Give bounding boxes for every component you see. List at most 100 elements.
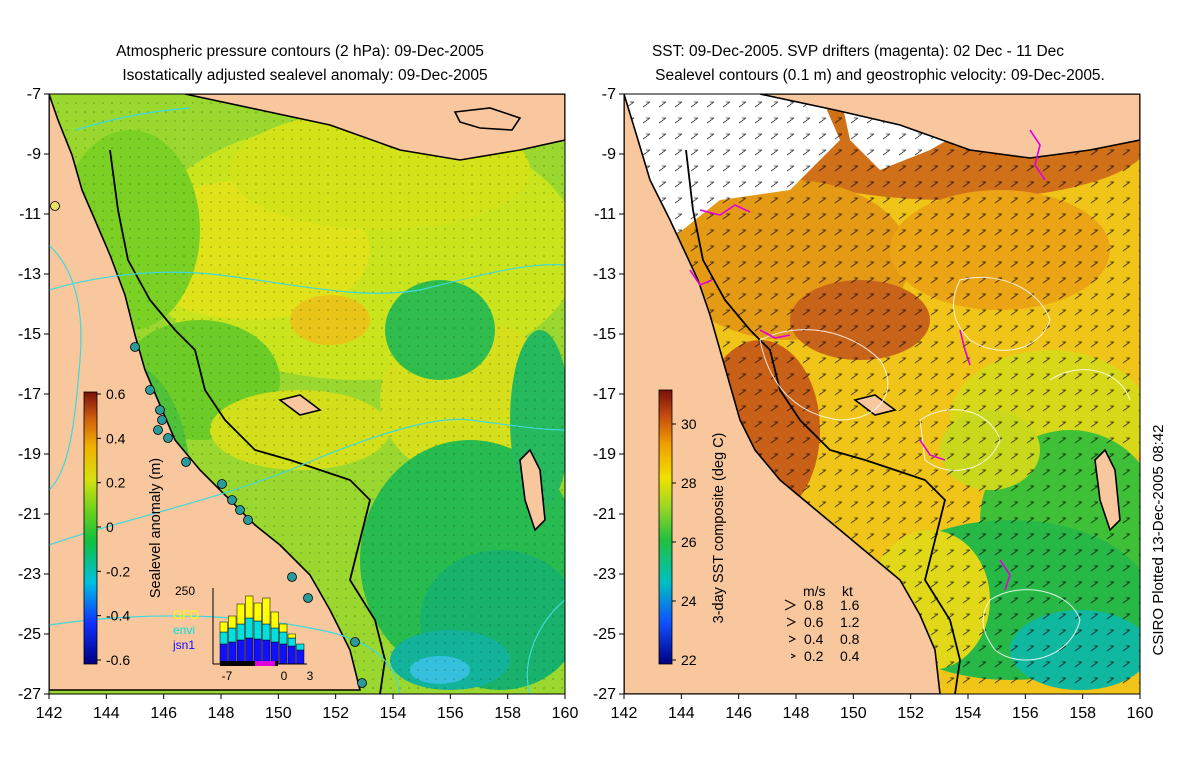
inset-bar (279, 631, 288, 645)
x-tick-label: 158 (1069, 705, 1096, 722)
right-map (624, 94, 1140, 694)
y-tick-label: -27 (18, 686, 41, 703)
inset-bars (219, 595, 305, 665)
inset-bar (287, 645, 296, 665)
right-title-line1: SST: 09-Dec-2005. SVP drifters (magenta)… (652, 43, 1064, 60)
colorbar-tick-label: 0.6 (106, 386, 126, 402)
inset-bar (279, 643, 288, 665)
speed-legend: m/s kt 0.8 1.60.6 1.20.4 0.80.2 0.4 (784, 583, 860, 664)
colorbar-tick-label: -0.2 (106, 563, 130, 579)
x-tick-label: 144 (668, 705, 695, 722)
inset-bar (296, 643, 305, 651)
inset-bar (262, 639, 271, 665)
x-tick-label: 142 (611, 705, 638, 722)
colorbar-tick-label: 0 (106, 519, 114, 535)
inset-bar (270, 641, 279, 665)
land (49, 94, 565, 691)
y-tick-label: -19 (18, 446, 41, 463)
colorbar-tick-label: 0.4 (106, 430, 126, 446)
speed-rows: 0.8 1.60.6 1.20.4 0.80.2 0.4 (784, 597, 860, 664)
inset-legend-label: envi (173, 623, 195, 637)
y-tick-label: -23 (593, 566, 616, 583)
y-tick-label: -17 (18, 386, 41, 403)
inset-bar (228, 627, 237, 643)
sealevel-contours (759, 276, 1131, 661)
inset-bar (262, 597, 271, 625)
y-tick-label: -17 (593, 386, 616, 403)
inset-bar (245, 595, 254, 619)
y-tick-label: -13 (18, 266, 41, 283)
colorbar-tick-label: 30 (681, 416, 697, 432)
right-title-line2: Sealevel contours (0.1 m) and geostrophi… (655, 67, 1105, 84)
inset-bar (253, 638, 262, 665)
x-tick-label: 148 (783, 705, 810, 722)
inset-x-axis: -7 0 3 (222, 669, 314, 683)
sst-colorbar-ticks: 30 28 26 24 22 (672, 416, 697, 668)
speed-header-kt: kt (842, 583, 853, 599)
y-tick-label: -11 (594, 206, 616, 223)
y-tick-label: -7 (27, 86, 41, 103)
colorbar-tick-label: 0.2 (106, 475, 126, 491)
x-tick-label: 146 (150, 705, 177, 722)
right-x-axis: 142 144 146 148 150 152 154 156 158 160 (611, 694, 1154, 722)
inset-legend-label: GFO (173, 608, 199, 622)
x-tick-label: 150 (840, 705, 867, 722)
speed-ms-value: 0.8 (804, 597, 824, 613)
pressure-contours (49, 107, 565, 694)
sst-colorbar (658, 389, 673, 665)
inset-x-tick-label: 3 (307, 669, 314, 683)
y-tick-label: -9 (27, 146, 41, 163)
inset-bar (219, 631, 228, 645)
inset-x-tick-label: -7 (222, 669, 233, 683)
speed-kt-value: 1.2 (840, 614, 860, 630)
colorbar-tick-label: 22 (681, 652, 697, 668)
x-tick-label: 158 (494, 705, 521, 722)
x-tick-label: 154 (955, 705, 982, 722)
bathy-contour-right (685, 149, 961, 694)
x-tick-label: 156 (1012, 705, 1039, 722)
speed-ms-value: 0.6 (804, 614, 824, 630)
left-y-axis: -7 -9 -11 -13 -15 -17 -19 -21 -23 -25 -27 (18, 86, 49, 703)
speed-kt-value: 0.8 (840, 631, 860, 647)
colorbar-tick-label: 24 (681, 593, 697, 609)
inset-bar (228, 615, 237, 629)
y-tick-label: -11 (19, 206, 41, 223)
left-title-line1: Atmospheric pressure contours (2 hPa): 0… (116, 43, 484, 60)
y-tick-label: -19 (593, 446, 616, 463)
colorbar-tick-label: -0.6 (106, 652, 130, 668)
inset-bar (287, 633, 296, 639)
sst-colorbar-label: 3-day SST composite (deg C) (711, 433, 727, 624)
inset-ymax: 250 (175, 584, 195, 598)
bathy-contour (109, 149, 386, 694)
x-tick-label: 160 (1127, 705, 1154, 722)
inset-bar (270, 611, 279, 629)
inset-bar (245, 617, 254, 639)
drifter-tracks (689, 129, 1046, 591)
y-tick-label: -9 (602, 146, 616, 163)
sla-colorbar-ticks: 0.6 0.4 0.2 0 -0.2 -0.4 -0.6 (97, 386, 130, 668)
inset-bar (236, 603, 245, 625)
speed-arrow-glyph (784, 599, 797, 611)
x-tick-label: 152 (897, 705, 924, 722)
speed-ms-value: 0.4 (804, 631, 824, 647)
credit-text: CSIRO Plotted 13-Dec-2005 08:42 (1150, 425, 1167, 656)
x-tick-label: 156 (437, 705, 464, 722)
inset-bar (262, 623, 271, 641)
land-right (624, 94, 1140, 694)
inset-bar (245, 637, 254, 665)
tide-gauges (50, 201, 367, 688)
x-tick-label: 146 (725, 705, 752, 722)
inset-bar (287, 637, 296, 647)
y-tick-label: -27 (593, 686, 616, 703)
y-tick-label: -15 (18, 326, 41, 343)
x-tick-label: 142 (36, 705, 63, 722)
inset-bar (253, 620, 262, 640)
speed-ms-value: 0.2 (804, 648, 824, 664)
y-tick-label: -25 (593, 626, 616, 643)
sla-colorbar-label: Sealevel anomaly (m) (148, 458, 164, 598)
inset-legend-label: jsn1 (172, 638, 195, 652)
y-tick-label: -21 (18, 506, 41, 523)
y-tick-label: -15 (593, 326, 616, 343)
